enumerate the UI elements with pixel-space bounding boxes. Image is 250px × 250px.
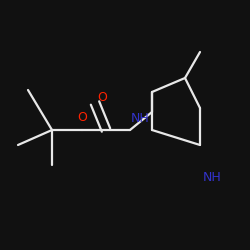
Text: O: O [98,92,108,104]
Text: NH: NH [203,171,222,184]
Text: O: O [77,111,87,124]
Text: NH: NH [130,112,150,124]
